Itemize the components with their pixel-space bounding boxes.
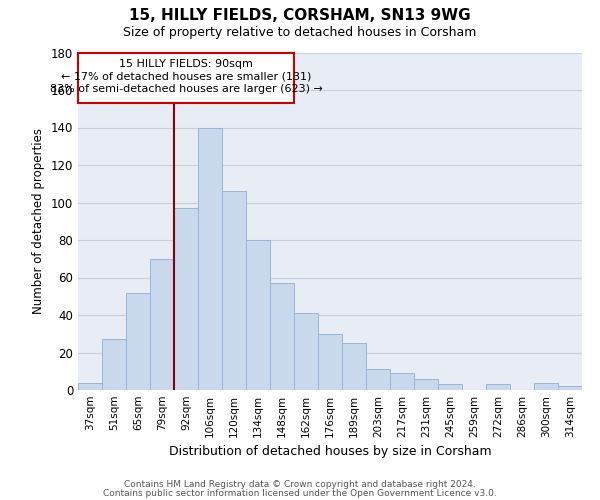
Bar bbox=[414, 379, 438, 390]
Bar bbox=[246, 240, 270, 390]
Text: Contains HM Land Registry data © Crown copyright and database right 2024.: Contains HM Land Registry data © Crown c… bbox=[124, 480, 476, 489]
Bar bbox=[342, 343, 366, 390]
Text: 15, HILLY FIELDS, CORSHAM, SN13 9WG: 15, HILLY FIELDS, CORSHAM, SN13 9WG bbox=[129, 8, 471, 22]
Bar bbox=[174, 208, 198, 390]
Text: Size of property relative to detached houses in Corsham: Size of property relative to detached ho… bbox=[124, 26, 476, 39]
Text: Contains public sector information licensed under the Open Government Licence v3: Contains public sector information licen… bbox=[103, 489, 497, 498]
Bar bbox=[126, 292, 150, 390]
Bar bbox=[270, 283, 294, 390]
Bar bbox=[294, 313, 318, 390]
Bar bbox=[198, 128, 222, 390]
Text: 15 HILLY FIELDS: 90sqm: 15 HILLY FIELDS: 90sqm bbox=[119, 59, 253, 69]
Bar bbox=[534, 382, 558, 390]
Bar bbox=[222, 191, 246, 390]
Text: 83% of semi-detached houses are larger (623) →: 83% of semi-detached houses are larger (… bbox=[50, 84, 322, 94]
Bar bbox=[390, 373, 414, 390]
Bar bbox=[438, 384, 462, 390]
Y-axis label: Number of detached properties: Number of detached properties bbox=[32, 128, 45, 314]
Bar bbox=[486, 384, 510, 390]
Bar bbox=[150, 259, 174, 390]
FancyBboxPatch shape bbox=[78, 52, 294, 103]
Bar bbox=[102, 340, 126, 390]
Text: ← 17% of detached houses are smaller (131): ← 17% of detached houses are smaller (13… bbox=[61, 71, 311, 81]
X-axis label: Distribution of detached houses by size in Corsham: Distribution of detached houses by size … bbox=[169, 446, 491, 458]
Bar bbox=[366, 370, 390, 390]
Bar bbox=[318, 334, 342, 390]
Bar bbox=[78, 382, 102, 390]
Bar bbox=[558, 386, 582, 390]
